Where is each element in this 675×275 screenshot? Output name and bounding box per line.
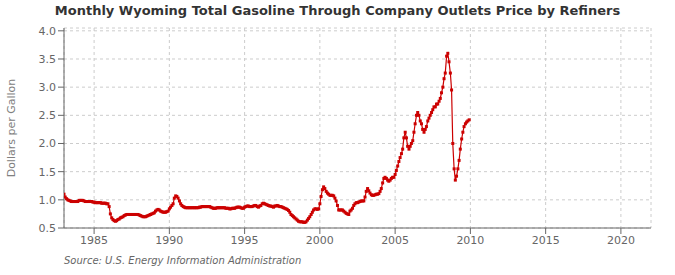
svg-text:1985: 1985 [80, 234, 108, 247]
html-text:Source: U.S. Energy Informatio: Source: U.S. Energy Information Administ… [64, 255, 302, 266]
svg-text:2.0: 2.0 [39, 137, 57, 150]
svg-text:3.5: 3.5 [39, 53, 57, 66]
svg-text:1990: 1990 [155, 234, 183, 247]
html-text:Monthly Wyoming Total Gasoline: Monthly Wyoming Total Gasoline Through C… [54, 3, 621, 18]
svg-text:1.0: 1.0 [39, 194, 57, 207]
svg-text:4.0: 4.0 [39, 25, 57, 38]
svg-text:Dollars per Gallon: Dollars per Gallon [8, 79, 18, 178]
svg-text:2005: 2005 [381, 234, 409, 247]
svg-text:2.5: 2.5 [39, 109, 57, 122]
svg-text:1.5: 1.5 [39, 166, 57, 179]
svg-text:0.5: 0.5 [39, 222, 57, 235]
svg-text:2015: 2015 [532, 234, 560, 247]
svg-text:1995: 1995 [231, 234, 259, 247]
svg-text:2010: 2010 [456, 234, 484, 247]
svg-text:3.0: 3.0 [39, 81, 57, 94]
svg-text:2020: 2020 [607, 234, 635, 247]
svg-text:2000: 2000 [306, 234, 334, 247]
